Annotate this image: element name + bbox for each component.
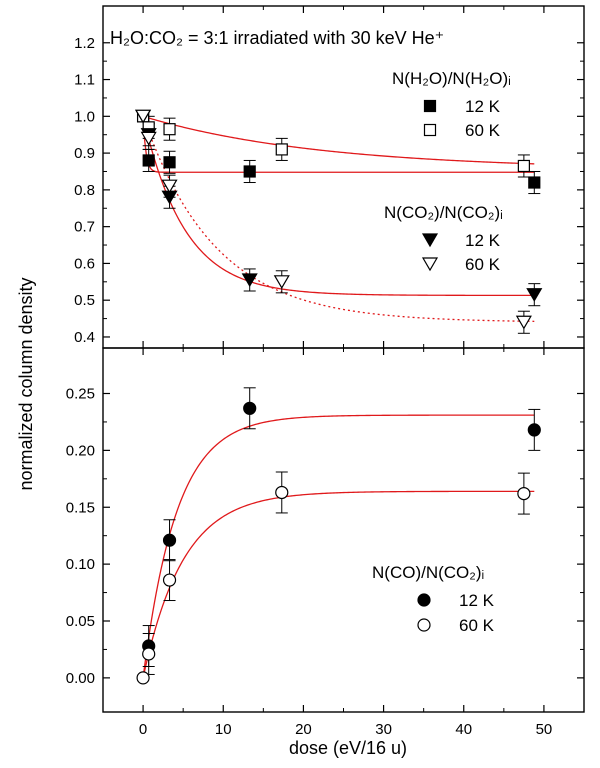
fit-curve — [142, 414, 535, 678]
legend-marker — [421, 257, 439, 272]
legend-label: 12 K — [465, 231, 501, 250]
data-point — [163, 156, 176, 169]
x-tick-label: 10 — [215, 721, 232, 738]
data-point — [273, 275, 290, 289]
fit-curve — [142, 116, 535, 297]
fit-curve — [142, 116, 535, 322]
x-axis-title: dose (eV/16 u) — [289, 738, 407, 758]
data-point — [528, 176, 541, 189]
x-tick-label: 30 — [375, 721, 392, 738]
legends: N(H₂O)/N(H₂O)ᵢ 12 K 60 K N(CO₂)/N(CO₂)ᵢ 12 K… — [372, 69, 511, 635]
data-point — [243, 165, 256, 178]
y-tick-label: 0.25 — [66, 386, 95, 403]
y-tick-label: 0.6 — [74, 255, 95, 272]
data-markers — [135, 109, 543, 685]
legend-marker — [417, 618, 431, 632]
legend-header: N(CO)/N(CO₂)ᵢ — [372, 563, 484, 582]
data-point — [140, 131, 157, 146]
data-point — [243, 401, 257, 415]
y-tick-label: 0.00 — [66, 670, 95, 687]
x-tick-label: 0 — [139, 721, 147, 738]
data-point — [515, 315, 532, 330]
x-tick-label: 50 — [536, 721, 553, 738]
x-tick-label: 40 — [455, 721, 472, 738]
fit-curve — [142, 490, 535, 679]
chart-title: H₂O:CO₂ = 3:1 irradiated with 30 keV He⁺ — [110, 28, 444, 48]
x-tick-label: 20 — [295, 721, 312, 738]
data-point — [275, 143, 288, 156]
y-tick-label: 0.10 — [66, 556, 95, 573]
plot-frame-bottom — [102, 347, 585, 713]
data-point — [517, 487, 531, 501]
data-point — [275, 485, 289, 500]
y-tick-label: 0.7 — [74, 219, 95, 236]
legend-marker — [423, 123, 437, 137]
y-tick-label: 1.0 — [74, 108, 95, 125]
legend-label: 60 K — [459, 616, 495, 635]
fit-curves — [142, 115, 535, 679]
y-tick-label: 0.15 — [66, 499, 95, 516]
legend-marker — [423, 99, 437, 113]
y-tick-label: 0.05 — [66, 613, 95, 630]
y-axis-title: normalized column density — [16, 277, 36, 490]
y-tick-label: 1.2 — [74, 35, 95, 52]
y-tick-label: 0.8 — [74, 182, 95, 199]
legend-marker — [421, 233, 439, 248]
data-point — [517, 159, 530, 173]
tick-labels: 0.4 0.5 0.6 0.7 0.8 0.9 1.0 1.1 1.2 0.00 0.05 0.10 0… — [66, 35, 552, 738]
axis-ticks — [103, 6, 584, 712]
legend-header: N(H₂O)/N(H₂O)ᵢ — [392, 69, 511, 88]
data-point — [162, 573, 177, 587]
plot-frame-top — [102, 5, 585, 349]
y-tick-label: 0.5 — [74, 292, 95, 309]
data-point — [142, 154, 155, 167]
data-point — [162, 533, 177, 547]
data-point — [526, 288, 543, 302]
y-tick-label: 0.9 — [74, 145, 95, 162]
fit-curve — [142, 115, 535, 165]
legend-label: 12 K — [459, 591, 495, 610]
data-point — [527, 423, 541, 437]
fit-curve — [142, 116, 535, 173]
data-point — [163, 123, 176, 136]
plot-frames — [102, 5, 585, 713]
y-tick-label: 0.20 — [66, 442, 95, 459]
legend-label: 60 K — [465, 121, 501, 140]
data-point — [241, 273, 258, 288]
legend-label: 60 K — [465, 255, 501, 274]
legend-header: N(CO₂)/N(CO₂)ᵢ — [384, 203, 503, 222]
data-point — [136, 671, 150, 685]
legend-marker — [417, 593, 431, 607]
legend-label: 12 K — [465, 97, 501, 116]
y-tick-label: 1.1 — [74, 72, 95, 89]
y-tick-label: 0.4 — [74, 329, 95, 346]
data-point — [135, 109, 152, 124]
data-point — [142, 647, 156, 661]
data-point — [161, 179, 178, 194]
